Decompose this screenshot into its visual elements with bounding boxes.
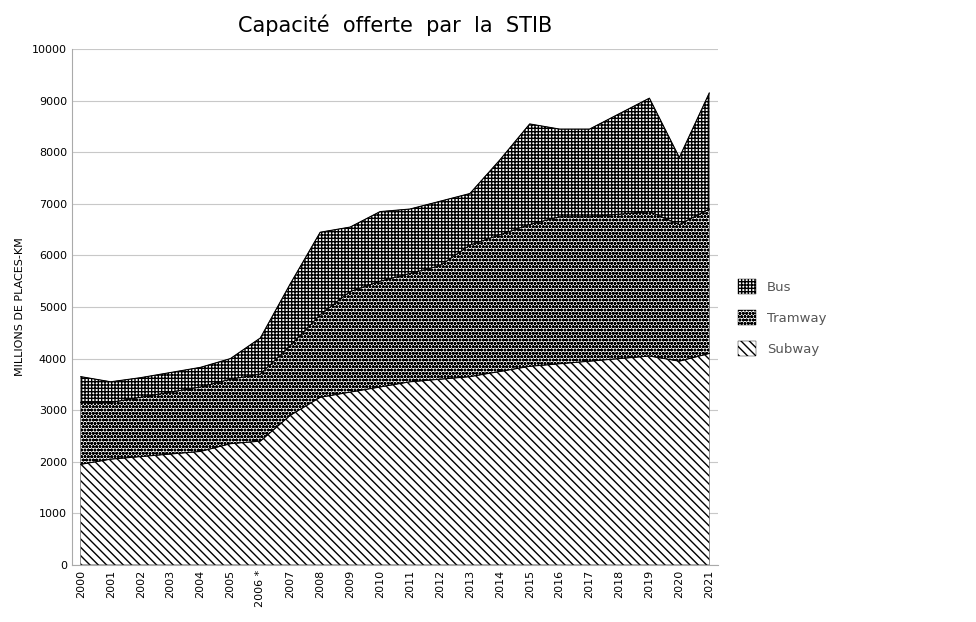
Y-axis label: MILLIONS DE PLACES-KM: MILLIONS DE PLACES-KM (15, 238, 25, 376)
Legend: Bus, Tramway, Subway: Bus, Tramway, Subway (731, 272, 834, 363)
Title: Capacité  offerte  par  la  STIB: Capacité offerte par la STIB (238, 15, 552, 37)
